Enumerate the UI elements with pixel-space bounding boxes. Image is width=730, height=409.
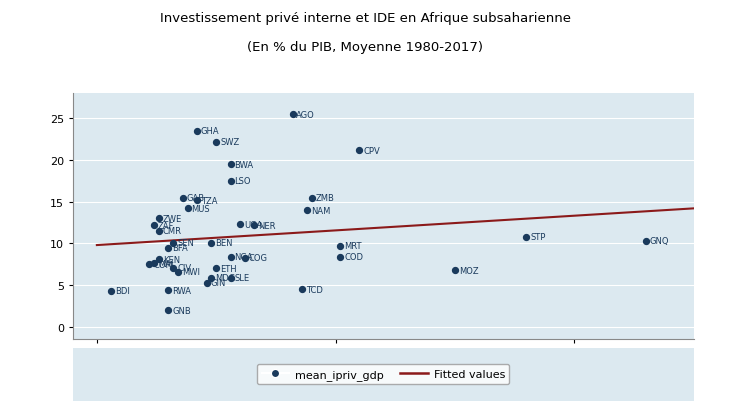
Text: MOZ: MOZ	[458, 266, 478, 275]
Text: MDG: MDG	[215, 274, 236, 282]
Text: GHA: GHA	[201, 127, 220, 136]
Point	[334, 254, 346, 261]
Text: RWA: RWA	[172, 286, 191, 295]
Point	[225, 162, 237, 168]
Text: GAB: GAB	[187, 193, 204, 202]
Text: ZWE: ZWE	[163, 214, 182, 223]
Point	[191, 128, 203, 135]
Text: TZA: TZA	[201, 196, 218, 205]
Point	[225, 254, 237, 261]
Point	[148, 261, 160, 267]
Legend: mean_ipriv_gdp, Fitted values: mean_ipriv_gdp, Fitted values	[257, 364, 510, 384]
Text: MRT: MRT	[344, 242, 361, 251]
Point	[287, 112, 299, 118]
Text: UGA: UGA	[244, 220, 262, 229]
Text: SWZ: SWZ	[220, 138, 239, 147]
Point	[234, 221, 246, 228]
Text: NGA: NGA	[234, 253, 253, 262]
Point	[449, 267, 461, 274]
Point	[182, 206, 193, 212]
Point	[177, 195, 188, 201]
Text: Investissement privé interne et IDE en Afrique subsaharienne: Investissement privé interne et IDE en A…	[159, 12, 571, 25]
Text: BWA: BWA	[234, 160, 253, 169]
Point	[225, 178, 237, 185]
Text: (En % du PIB, Moyenne 1980-2017): (En % du PIB, Moyenne 1980-2017)	[247, 41, 483, 54]
Text: COD: COD	[344, 253, 363, 262]
Text: COM: COM	[153, 260, 173, 269]
Point	[144, 261, 155, 268]
Point	[640, 238, 652, 245]
Text: CIV: CIV	[177, 263, 191, 272]
Text: GNQ: GNQ	[650, 237, 669, 246]
Point	[163, 287, 174, 294]
Point	[248, 222, 260, 229]
Text: MAL: MAL	[158, 259, 176, 268]
Point	[520, 234, 532, 240]
Text: GIN: GIN	[210, 279, 226, 288]
Point	[296, 286, 308, 293]
Text: BEN: BEN	[215, 238, 233, 247]
Point	[153, 256, 165, 263]
Point	[153, 216, 165, 222]
Text: MUS: MUS	[191, 204, 210, 213]
Text: NER: NER	[258, 221, 276, 230]
Text: GNB: GNB	[172, 306, 191, 315]
Point	[206, 240, 218, 246]
Point	[334, 243, 346, 249]
Point	[239, 255, 250, 261]
Point	[353, 147, 365, 154]
Text: BDI: BDI	[115, 287, 130, 296]
Point	[163, 307, 174, 314]
Point	[225, 274, 237, 281]
Text: TCD: TCD	[306, 285, 323, 294]
Text: ETH: ETH	[220, 264, 237, 273]
Point	[191, 197, 203, 204]
Point	[210, 265, 222, 272]
Text: KEN: KEN	[163, 255, 180, 264]
Point	[167, 265, 179, 271]
Point	[172, 269, 184, 275]
Point	[201, 280, 212, 286]
Point	[206, 274, 218, 281]
Point	[148, 222, 160, 229]
Point	[153, 228, 165, 235]
Text: CMR: CMR	[163, 227, 182, 236]
Text: AGO: AGO	[296, 110, 315, 119]
Text: SEN: SEN	[177, 238, 194, 247]
Text: COG: COG	[249, 254, 268, 263]
Text: BFA: BFA	[172, 243, 188, 252]
Text: SLE: SLE	[234, 274, 250, 282]
Point	[167, 240, 179, 246]
Text: MWI: MWI	[182, 267, 200, 276]
Point	[163, 245, 174, 251]
Point	[105, 288, 117, 294]
Text: LSO: LSO	[234, 177, 251, 186]
Text: STP: STP	[530, 233, 545, 242]
Text: CPV: CPV	[364, 146, 380, 155]
Point	[210, 139, 222, 146]
Text: ZAF: ZAF	[158, 221, 174, 230]
Point	[301, 207, 312, 214]
Point	[306, 195, 318, 201]
X-axis label: mean_ideflux: mean_ideflux	[341, 364, 426, 377]
Text: NAM: NAM	[311, 206, 330, 215]
Text: ZMB: ZMB	[315, 193, 334, 202]
